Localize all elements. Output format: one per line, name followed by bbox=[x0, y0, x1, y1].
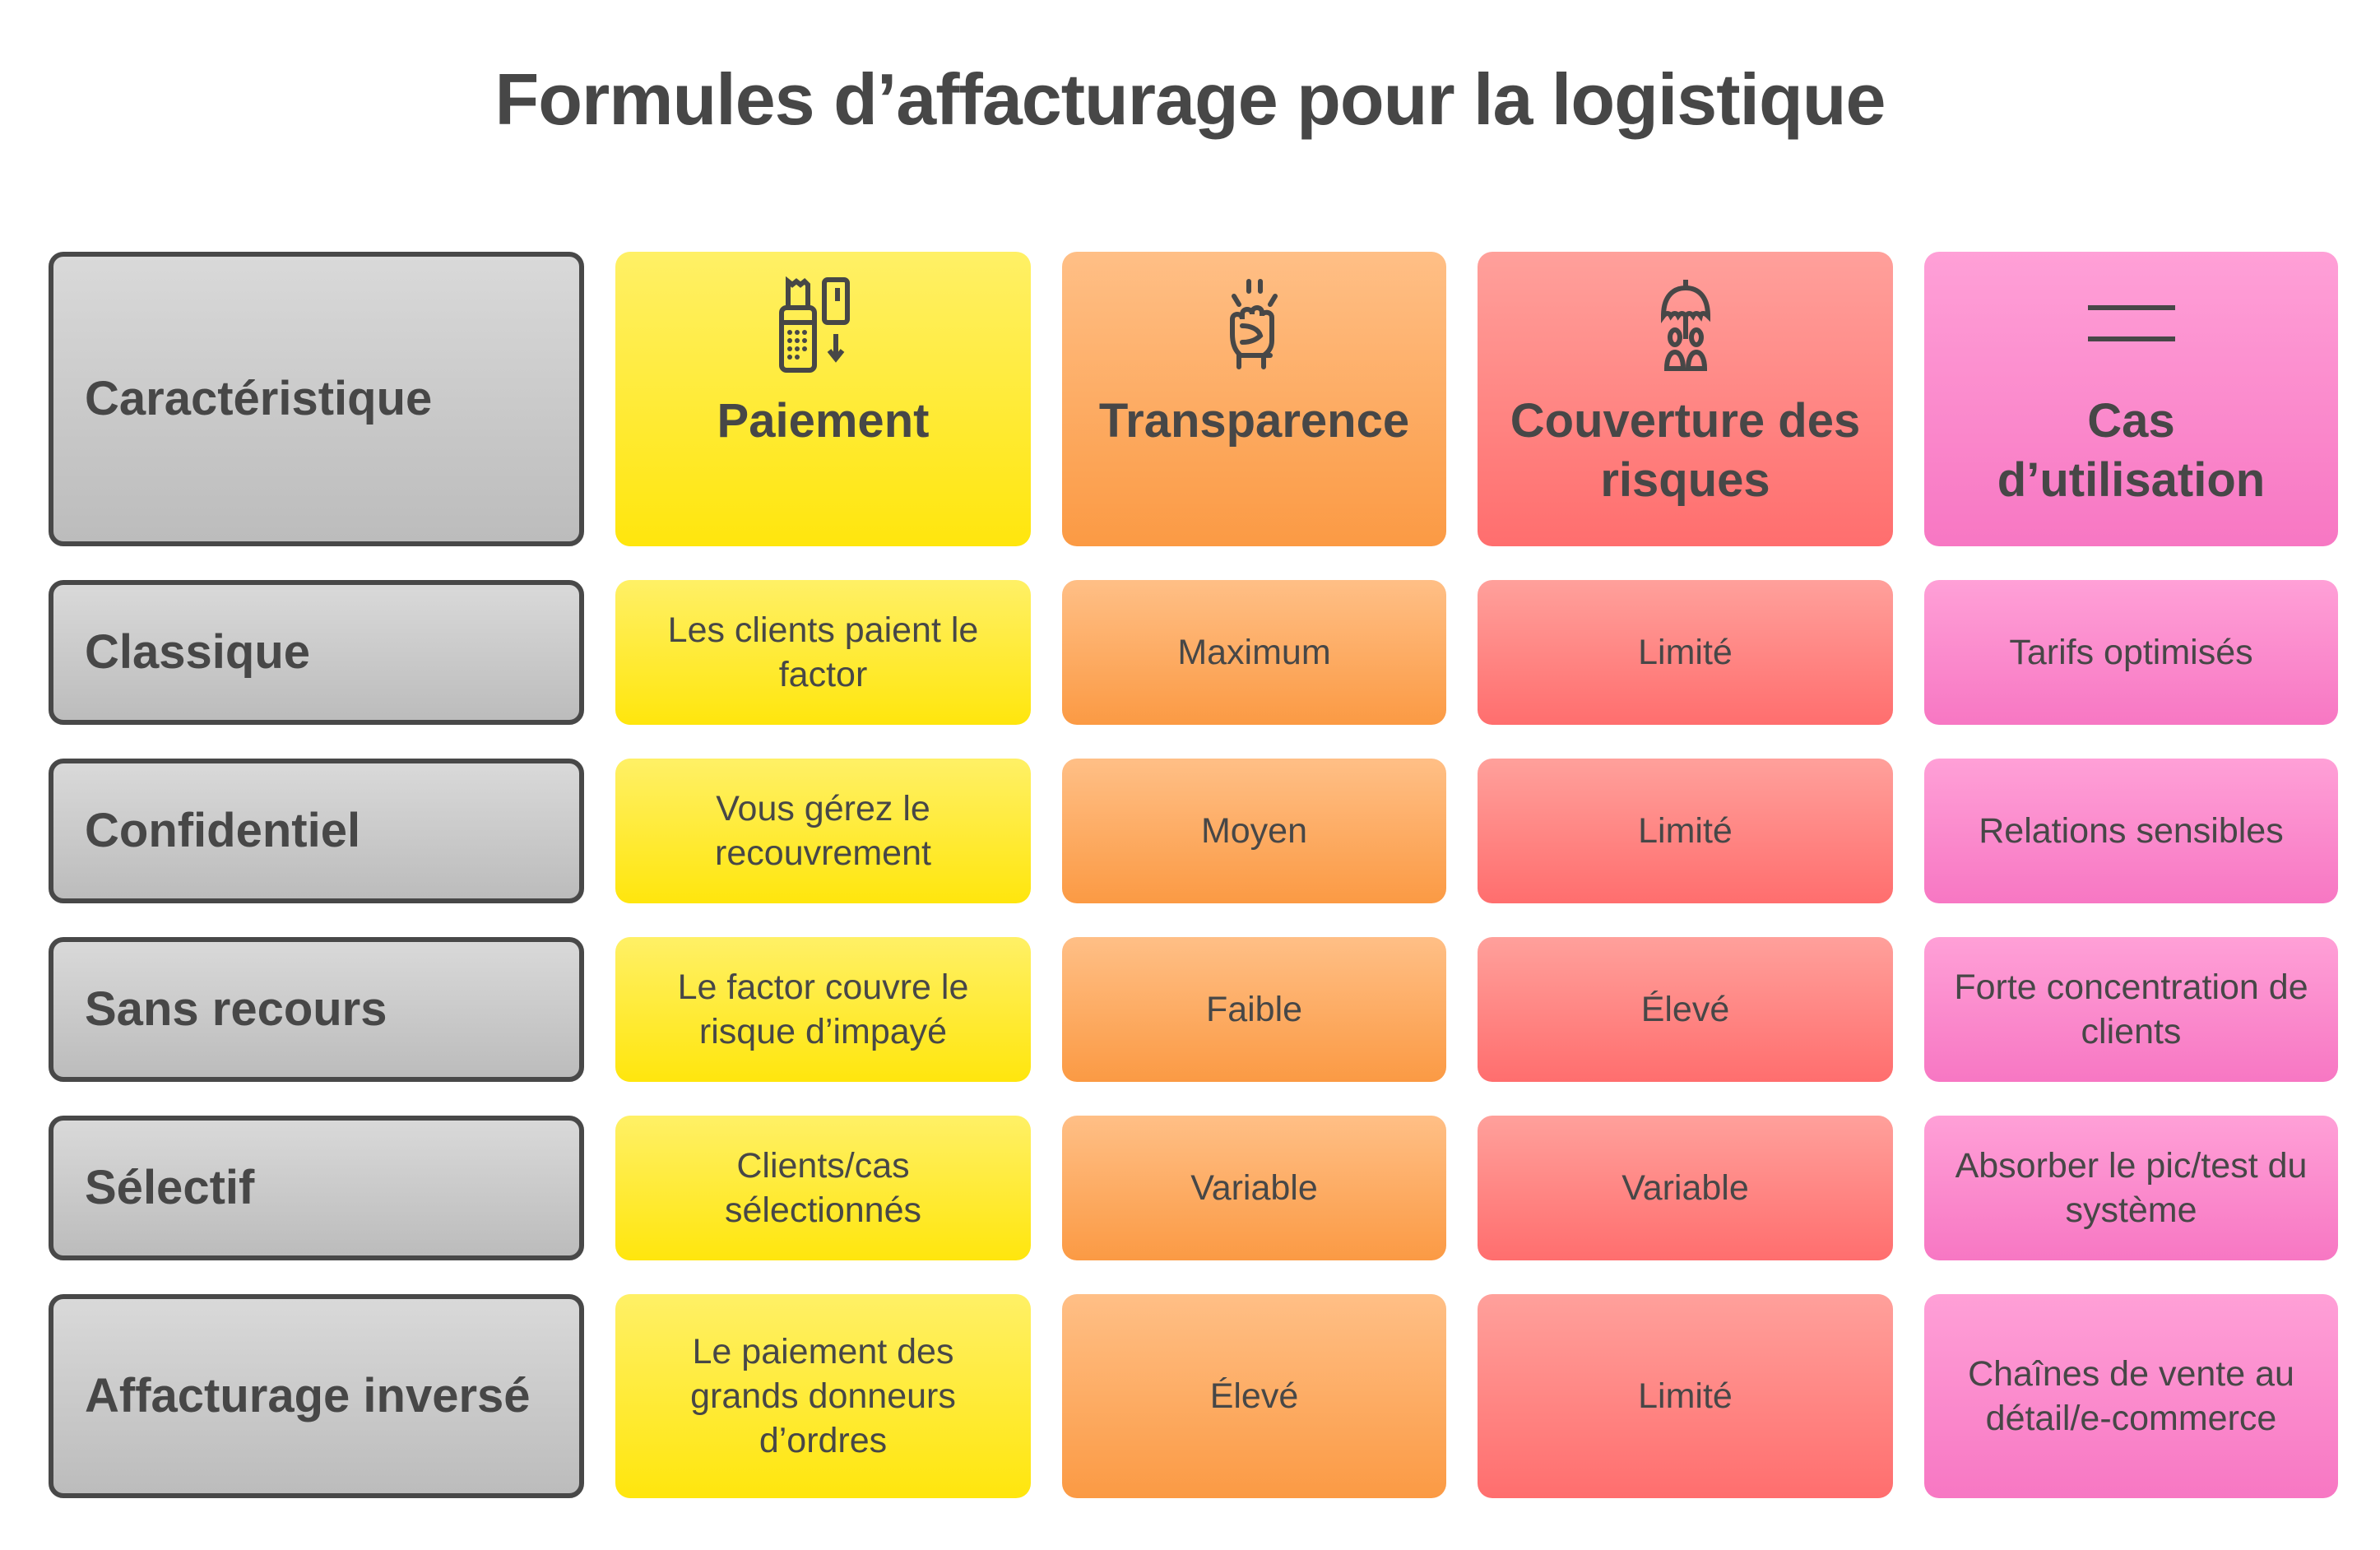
cell-transparence: Faible bbox=[1062, 937, 1446, 1082]
cell-couverture: Limité bbox=[1478, 1294, 1893, 1498]
cell-paiement: Vous gérez le recouvrement bbox=[615, 759, 1031, 903]
payment-terminal-icon bbox=[778, 276, 850, 373]
header-transparence: Transparence bbox=[1062, 252, 1446, 546]
raised-fist-icon bbox=[1229, 279, 1278, 369]
row-label-classique: Classique bbox=[49, 580, 584, 725]
header-label: Cas d’utilisation bbox=[1997, 394, 2266, 507]
header-label: Couverture des risques bbox=[1510, 394, 1861, 507]
cell-cas-utilisation: Chaînes de vente au détail/e-commerce bbox=[1924, 1294, 2338, 1498]
row-label-sans-recours: Sans recours bbox=[49, 937, 584, 1082]
cell-couverture: Variable bbox=[1478, 1116, 1893, 1260]
equals-lines-icon bbox=[2087, 305, 2175, 341]
row-label-confidentiel: Confidentiel bbox=[49, 759, 584, 903]
cell-cas-utilisation: Forte concentration de clients bbox=[1924, 937, 2338, 1082]
row-label-affacturage-inverse: Affacturage inversé bbox=[49, 1294, 584, 1498]
cell-paiement: Le paiement des grands donneurs d’ordres bbox=[615, 1294, 1031, 1498]
row-label-selectif: Sélectif bbox=[49, 1116, 584, 1260]
cell-cas-utilisation: Tarifs optimisés bbox=[1924, 580, 2338, 725]
header-label: Paiement bbox=[717, 394, 930, 448]
header-corner: Caractéristique bbox=[49, 252, 584, 546]
header-paiement: Paiement bbox=[615, 252, 1031, 546]
cell-transparence: Variable bbox=[1062, 1116, 1446, 1260]
umbrella-people-icon bbox=[1660, 280, 1710, 371]
cell-paiement: Clients/cas sélectionnés bbox=[615, 1116, 1031, 1260]
header-cas-utilisation: Cas d’utilisation bbox=[1924, 252, 2338, 546]
comparison-table: Caractéristique Paiement Transparence Co… bbox=[49, 252, 2338, 1498]
cell-couverture: Limité bbox=[1478, 580, 1893, 725]
cell-transparence: Maximum bbox=[1062, 580, 1446, 725]
cell-cas-utilisation: Relations sensibles bbox=[1924, 759, 2338, 903]
header-label: Transparence bbox=[1098, 394, 1410, 448]
cell-paiement: Le factor couvre le risque d’impayé bbox=[615, 937, 1031, 1082]
cell-transparence: Élevé bbox=[1062, 1294, 1446, 1498]
header-couverture: Couverture des risques bbox=[1478, 252, 1893, 546]
cell-paiement: Les clients paient le factor bbox=[615, 580, 1031, 725]
cell-transparence: Moyen bbox=[1062, 759, 1446, 903]
cell-couverture: Limité bbox=[1478, 759, 1893, 903]
page-title: Formules d’affacturage pour la logistiqu… bbox=[494, 58, 1886, 140]
cell-cas-utilisation: Absorber le pic/test du système bbox=[1924, 1116, 2338, 1260]
cell-couverture: Élevé bbox=[1478, 937, 1893, 1082]
